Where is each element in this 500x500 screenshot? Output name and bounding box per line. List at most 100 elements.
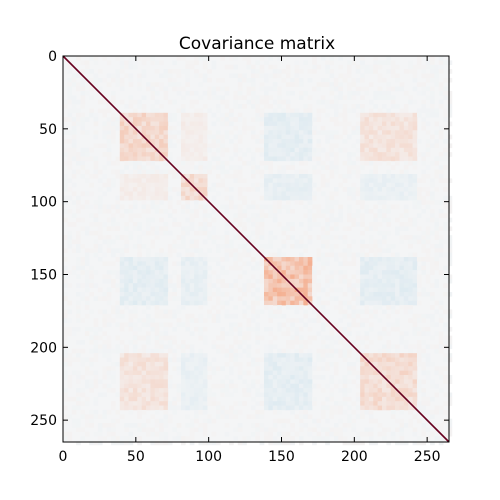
heatmap-cell <box>425 313 431 319</box>
heatmap-cell <box>224 388 230 393</box>
heatmap-cell <box>255 261 260 267</box>
heatmap-cell <box>438 165 444 170</box>
heatmap-cell <box>325 361 330 367</box>
heatmap-cell <box>259 64 265 70</box>
heatmap-cell <box>71 191 77 197</box>
heatmap-cell <box>84 414 90 419</box>
heatmap-cell <box>381 278 387 284</box>
heatmap-cell <box>408 265 413 271</box>
heatmap-cell <box>443 112 448 118</box>
heatmap-cell <box>194 112 199 118</box>
heatmap-cell <box>97 344 103 350</box>
heatmap-cell <box>408 348 413 354</box>
heatmap-cell <box>403 147 409 153</box>
heatmap-cell <box>141 169 147 175</box>
heatmap-cell <box>137 326 142 332</box>
heatmap-cell <box>347 331 352 336</box>
heatmap-cell <box>132 383 138 389</box>
heatmap-cell <box>403 366 409 371</box>
heatmap-cell <box>290 379 295 385</box>
heatmap-cell <box>338 95 343 100</box>
heatmap-cell <box>395 283 400 288</box>
heatmap-cell <box>224 270 230 275</box>
heatmap-cell <box>146 383 151 389</box>
heatmap-cell <box>224 239 230 245</box>
heatmap-cell <box>395 357 400 363</box>
heatmap-cell <box>303 112 309 118</box>
heatmap-cell <box>132 195 138 201</box>
heatmap-cell <box>430 396 435 402</box>
heatmap-cell <box>285 187 291 192</box>
heatmap-cell <box>185 160 191 166</box>
heatmap-cell <box>128 160 134 166</box>
heatmap-cell <box>264 95 269 100</box>
heatmap-cell <box>307 348 313 354</box>
heatmap-cell <box>84 90 90 96</box>
heatmap-cell <box>207 90 212 96</box>
heatmap-cell <box>425 77 431 83</box>
heatmap-cell <box>163 252 169 258</box>
heatmap-cell <box>76 56 81 61</box>
heatmap-cell <box>84 248 90 253</box>
heatmap-cell <box>325 309 330 315</box>
heatmap-cell <box>220 182 225 188</box>
heatmap-cell <box>272 178 278 184</box>
heatmap-cell <box>390 274 396 280</box>
heatmap-cell <box>172 99 177 105</box>
heatmap-cell <box>373 104 378 109</box>
heatmap-cell <box>132 60 138 66</box>
heatmap-cell <box>390 95 396 100</box>
heatmap-cell <box>438 64 444 70</box>
heatmap-cell <box>71 222 77 227</box>
heatmap-cell <box>377 86 383 92</box>
heatmap-cell <box>198 156 204 162</box>
heatmap-cell <box>412 121 418 127</box>
heatmap-cell <box>438 436 444 441</box>
heatmap-cell <box>390 178 396 184</box>
heatmap-cell <box>294 283 300 288</box>
heatmap-cell <box>325 436 330 441</box>
heatmap-cell <box>224 208 230 214</box>
heatmap-cell <box>307 130 313 135</box>
heatmap-cell <box>76 388 81 393</box>
heatmap-cell <box>137 99 142 105</box>
heatmap-cell <box>159 344 164 350</box>
heatmap-cell <box>220 278 225 284</box>
heatmap-cell <box>132 291 138 297</box>
heatmap-cell <box>408 357 413 363</box>
heatmap-cell <box>176 160 182 166</box>
heatmap-cell <box>71 139 77 144</box>
heatmap-cell <box>106 156 112 162</box>
heatmap-cell <box>211 366 217 371</box>
heatmap-cell <box>198 313 204 319</box>
heatmap-cell <box>434 252 440 258</box>
heatmap-cell <box>124 173 129 179</box>
heatmap-cell <box>229 73 234 79</box>
heatmap-cell <box>150 383 156 389</box>
heatmap-cell <box>325 182 330 188</box>
heatmap-cell <box>316 130 322 135</box>
heatmap-cell <box>360 361 365 367</box>
heatmap-cell <box>360 261 365 267</box>
heatmap-cell <box>294 392 300 398</box>
heatmap-cell <box>381 104 387 109</box>
heatmap-cell <box>307 370 313 376</box>
heatmap-cell <box>67 86 73 92</box>
heatmap-cell <box>403 401 409 406</box>
heatmap-cell <box>425 64 431 70</box>
heatmap-cell <box>395 270 400 275</box>
heatmap-cell <box>76 318 81 323</box>
heatmap-cell <box>176 243 182 249</box>
heatmap-cell <box>176 86 182 92</box>
heatmap-cell <box>128 309 134 315</box>
heatmap-cell <box>438 86 444 92</box>
heatmap-cell <box>430 257 435 262</box>
heatmap-cell <box>412 431 418 437</box>
heatmap-cell <box>298 77 304 83</box>
heatmap-cell <box>399 143 405 149</box>
heatmap-cell <box>150 396 156 402</box>
heatmap-cell <box>246 335 252 341</box>
heatmap-cell <box>412 160 418 166</box>
heatmap-cell <box>224 160 230 166</box>
heatmap-cell <box>185 396 191 402</box>
